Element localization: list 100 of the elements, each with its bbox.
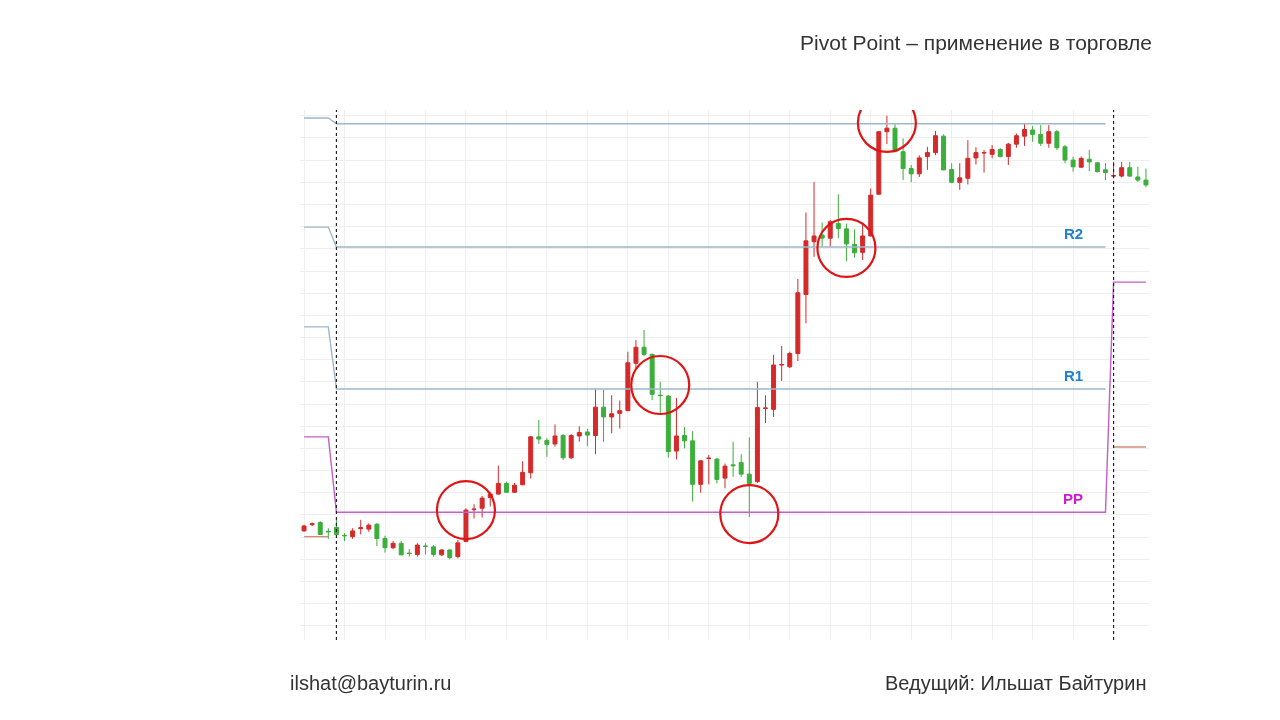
candlestick	[584, 428, 590, 447]
candlestick	[771, 354, 777, 418]
candlestick	[390, 540, 396, 550]
candlestick	[908, 164, 914, 183]
candlestick	[325, 527, 331, 540]
candlestick	[520, 460, 526, 486]
candlestick	[997, 147, 1003, 158]
candlestick	[916, 154, 922, 178]
point	[719, 483, 780, 545]
candlestick	[1038, 124, 1044, 147]
candlestick	[892, 123, 898, 153]
candlestick	[479, 495, 485, 519]
candlestick	[868, 188, 874, 237]
candlestick	[762, 394, 768, 424]
candlestick	[414, 542, 420, 558]
candlestick	[932, 130, 938, 156]
candlestick	[317, 520, 323, 535]
candlestick	[528, 435, 534, 480]
candlestick	[843, 223, 849, 262]
candlestick	[779, 345, 785, 382]
candlestick	[552, 423, 558, 448]
candlestick	[665, 394, 671, 459]
candlestick	[1127, 161, 1133, 178]
point	[435, 479, 497, 541]
candlestick	[795, 278, 801, 362]
candlestick	[1030, 125, 1036, 143]
candlestick	[609, 394, 615, 434]
candlestick	[803, 211, 809, 324]
candlestick	[1143, 168, 1149, 188]
candlestick	[568, 433, 574, 460]
candlestick	[406, 548, 412, 558]
series-label: PP	[1063, 490, 1084, 507]
candlestick	[730, 441, 736, 478]
candlestick	[495, 465, 501, 496]
candlestick	[876, 130, 882, 196]
candlestick	[592, 388, 598, 455]
candlestick	[941, 133, 947, 171]
candlestick	[754, 381, 760, 484]
candlestick	[374, 522, 380, 547]
series-label: R2	[1064, 225, 1084, 242]
candlestick	[1135, 166, 1141, 183]
candlestick	[698, 459, 704, 494]
candlestick	[455, 539, 461, 559]
candlestick	[738, 453, 744, 478]
point	[816, 217, 877, 278]
candlestick	[641, 329, 647, 357]
candlestick	[860, 224, 866, 261]
series-label: R1	[1064, 367, 1084, 384]
candlestick	[536, 419, 542, 445]
candlestick	[358, 519, 364, 535]
candlestick	[463, 507, 469, 543]
candlestick	[835, 193, 841, 239]
candlestick	[787, 351, 793, 369]
candlestick	[617, 400, 623, 429]
candlestick	[1022, 122, 1028, 147]
candlestick	[503, 481, 509, 494]
candlestick	[1078, 156, 1084, 169]
candlestick	[625, 351, 631, 412]
candlestick	[1062, 144, 1068, 164]
candlestick	[1054, 129, 1060, 151]
candlestick	[690, 430, 696, 503]
candlestick	[633, 339, 639, 369]
candlestick	[965, 139, 971, 186]
candlestick	[1102, 162, 1108, 181]
candlestick	[601, 389, 607, 443]
candlestick	[981, 149, 987, 174]
candlestick	[1086, 149, 1092, 172]
candlestick	[1111, 161, 1117, 179]
candlestick	[366, 522, 372, 533]
candlestick	[301, 524, 307, 532]
candlestick	[1046, 124, 1052, 149]
candlestick	[649, 352, 655, 401]
point	[630, 354, 691, 416]
candlestick	[706, 454, 712, 485]
candlestick	[657, 381, 663, 414]
candlestick	[309, 521, 315, 527]
candlestick	[382, 535, 388, 554]
candlestick	[819, 222, 825, 248]
candlestick	[682, 426, 688, 449]
candlestick	[471, 503, 477, 519]
candlestick	[1013, 133, 1019, 149]
candlestick	[342, 532, 348, 542]
candlestick	[350, 527, 356, 540]
candlestick	[722, 462, 728, 489]
candlestick	[924, 146, 930, 171]
candlestick	[1005, 142, 1011, 166]
candlestick	[398, 540, 404, 556]
candlestick	[989, 144, 995, 159]
candlestick	[714, 457, 720, 484]
candlestick	[544, 437, 550, 458]
candlestick	[884, 115, 890, 145]
candlestick	[973, 146, 979, 166]
candlestick	[957, 162, 963, 191]
text: ilshat@bayturin.ru	[290, 672, 452, 694]
candlestick	[949, 162, 955, 184]
candlestick	[447, 548, 453, 560]
text: Ведущий: Ильшат Байтурин	[885, 672, 1147, 694]
chart-title: Pivot Point – применение в торговле	[800, 31, 1152, 55]
candlestick	[900, 137, 906, 181]
candlestick	[746, 436, 752, 518]
